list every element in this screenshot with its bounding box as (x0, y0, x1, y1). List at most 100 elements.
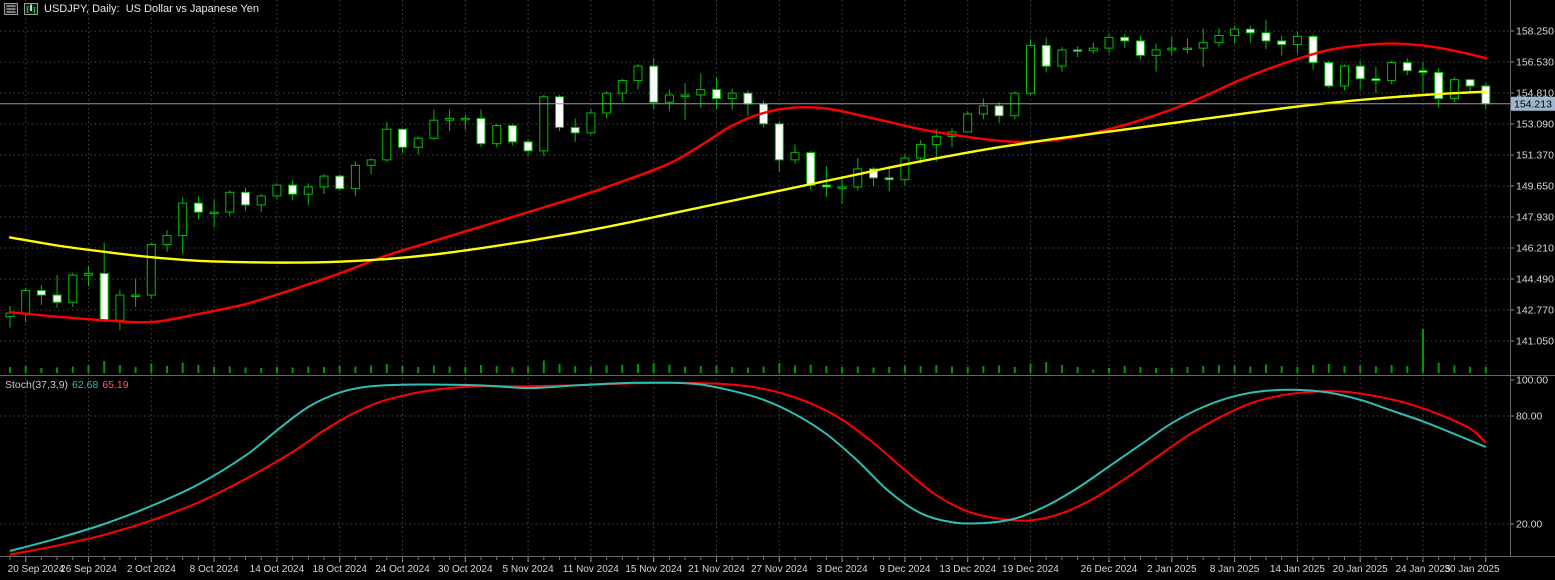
volume-bar (684, 366, 687, 373)
stoch-level-label: 80.00 (1516, 411, 1542, 423)
stoch-main-line (9, 381, 1487, 552)
candle-bull (727, 92, 737, 100)
chart-list-icon[interactable] (4, 3, 18, 15)
chart-type-icon[interactable] (24, 3, 38, 15)
stoch-signal-line (9, 381, 1487, 556)
candle-bull (1183, 47, 1192, 51)
volume-bar (464, 367, 467, 373)
volume-bar (637, 364, 639, 373)
volume-bar (260, 368, 263, 373)
volume-bar (652, 363, 655, 373)
volume-bar (1202, 366, 1205, 373)
candle-bull (178, 202, 188, 237)
date-tick-label: 20 Jan 2025 (1333, 564, 1388, 575)
candle-bear (36, 290, 46, 296)
candle-bull (319, 175, 329, 188)
price-tick-label: 154.810 (1516, 88, 1554, 100)
date-tick-label: 30 Jan 2025 (1444, 564, 1499, 575)
volume-bar (417, 367, 420, 373)
volume-bar (181, 362, 184, 373)
volume-bar (1123, 366, 1126, 373)
volume-bar (275, 367, 278, 373)
date-tick-label: 18 Oct 2024 (312, 564, 367, 575)
candle-bull (1449, 79, 1459, 100)
candle-bear (1355, 65, 1365, 80)
volume-bar (1312, 365, 1315, 373)
date-tick-label: 27 Nov 2024 (751, 564, 808, 575)
volume-bar (1076, 367, 1079, 373)
candle-bear (1481, 85, 1491, 105)
volume-bar (291, 367, 294, 373)
volume-bar (951, 366, 953, 373)
volume-bar (1249, 366, 1252, 373)
candle-bull (1214, 35, 1224, 44)
volume-bar (1217, 365, 1220, 373)
candle-bear (555, 96, 564, 128)
date-tick-label: 19 Dec 2024 (1002, 564, 1059, 575)
price-tick-label: 141.050 (1516, 336, 1554, 348)
ma-slow-yellow (8, 90, 1487, 264)
volume-bar (731, 367, 734, 373)
volume-bar (1280, 366, 1283, 373)
candle-bull (680, 94, 690, 97)
date-tick-label: 2 Jan 2025 (1147, 564, 1197, 575)
volume-bar (150, 363, 153, 373)
candle-bear (1261, 32, 1271, 42)
candle-bear (288, 184, 298, 195)
date-tick-label: 24 Jan 2025 (1395, 564, 1450, 575)
candle-bear (806, 152, 816, 186)
volume-bar (1060, 365, 1063, 373)
candle-bull (963, 113, 973, 133)
volume-bar (998, 365, 1001, 373)
candle-bull (978, 105, 988, 115)
price-tick-label: 144.490 (1516, 274, 1554, 286)
candle-bull (1230, 28, 1240, 37)
candle-bear (1073, 49, 1083, 52)
volume-bar (589, 366, 592, 373)
date-tick-label: 8 Jan 2025 (1210, 564, 1260, 575)
volume-bar (1155, 368, 1158, 373)
candle-bull (931, 135, 941, 146)
volume-bar (511, 367, 514, 373)
price-tick-label: 147.930 (1516, 212, 1554, 224)
volume-bar (1484, 367, 1487, 373)
price-tick-label: 142.770 (1516, 305, 1554, 317)
candle-bear (398, 128, 407, 148)
candle-bull (853, 168, 863, 188)
date-tick-label: 26 Sep 2024 (60, 564, 117, 575)
volume-bar (118, 365, 121, 373)
volume-bar (1265, 364, 1267, 373)
volume-bar (1422, 329, 1424, 373)
price-tick-label: 156.530 (1516, 57, 1554, 69)
candle-bull (1026, 44, 1035, 94)
candle-bear (743, 92, 753, 105)
candle-bull (1387, 62, 1397, 82)
volume-bar (982, 366, 985, 373)
candle-bull (162, 235, 172, 246)
volume-bar (1045, 362, 1048, 373)
volume-bar (605, 365, 608, 373)
volume-bar (448, 366, 451, 373)
volume-bar (1170, 367, 1173, 373)
candle-bear (1418, 70, 1428, 73)
volume-bar (794, 365, 796, 373)
candle-bull (1088, 47, 1098, 52)
volume-bar (841, 367, 844, 373)
candle-bull (146, 244, 156, 296)
candle-bear (193, 202, 203, 213)
volume-bar (480, 365, 482, 373)
volume-bar (1469, 366, 1472, 373)
candle-bull (837, 186, 847, 189)
volume-bar (1374, 366, 1377, 373)
candle-bear (1465, 79, 1475, 87)
candle-bear (523, 141, 533, 152)
volume-bar (354, 366, 357, 373)
volume-bar (1437, 362, 1440, 373)
volume-bar (1390, 365, 1393, 373)
candle-bull (84, 272, 93, 276)
date-tick-label: 24 Oct 2024 (375, 564, 430, 575)
volume-bar (9, 367, 11, 373)
